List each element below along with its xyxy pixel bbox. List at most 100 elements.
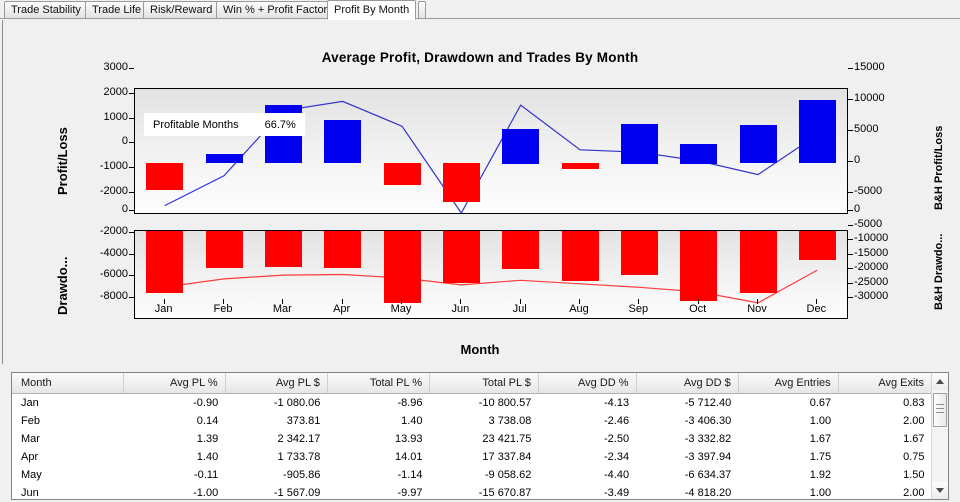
bar-aug	[562, 163, 599, 169]
column-header-avg-pl[interactable]: Avg PL $	[225, 373, 328, 394]
tab-label: Risk/Reward	[150, 4, 213, 16]
month-label: Jun	[451, 303, 470, 315]
table-vertical-scrollbar[interactable]	[931, 373, 948, 499]
table-row[interactable]: May -0.11 -905.86 -1.14 -9 058.62 -4.40 -6 634…	[12, 466, 932, 484]
bar-may	[384, 231, 421, 303]
cell: -3 397.94	[684, 450, 732, 463]
y2-tick-mark	[848, 210, 853, 211]
profit-loss-axis-title: Profit/Loss	[55, 127, 70, 195]
bar-jan	[146, 231, 183, 293]
bar-jul	[502, 231, 539, 269]
column-header-avg-entries[interactable]: Avg Entries	[738, 373, 839, 394]
table-row[interactable]: Jun -1.00 -1 567.09 -9.97 -15 670.87 -3.49 -4 …	[12, 484, 932, 502]
y2-tick-mark	[848, 130, 853, 131]
table-row[interactable]: Jan -0.90 -1 080.06 -8.96 -10 800.57 -4.13 -5 …	[12, 393, 932, 412]
cell: -2.34	[603, 450, 630, 463]
y-tick-label: 0	[121, 135, 128, 148]
bar-feb	[206, 231, 243, 268]
cell: -4.40	[603, 468, 630, 481]
column-header-total-pl[interactable]: Total PL %	[327, 373, 431, 394]
bar-jul	[502, 129, 539, 164]
bar-oct	[680, 231, 717, 301]
tab-trade-stability[interactable]: Trade Stability	[4, 1, 88, 19]
bar-sep	[621, 124, 658, 164]
bar-nov	[740, 125, 777, 163]
table-row[interactable]: Apr 1.40 1 733.78 14.01 17 337.84 -2.34 -3 397…	[12, 448, 932, 466]
cell: 3 738.08	[488, 414, 532, 427]
y2-tick-mark	[848, 283, 853, 284]
column-header-month[interactable]: Month	[12, 373, 124, 394]
cell: Apr	[21, 450, 39, 463]
cell: -1 567.09	[273, 486, 321, 499]
cell: -3 332.82	[684, 432, 732, 445]
month-label: May	[390, 303, 412, 315]
bh-profit-loss-axis-title: B&H Profit/Loss	[933, 125, 945, 210]
cell: -9 058.62	[484, 468, 532, 481]
bar-apr	[324, 120, 361, 163]
y-tick-label: 1000	[103, 110, 128, 123]
y-tick-mark	[129, 167, 134, 168]
table-row[interactable]: Feb 0.14 373.81 1.40 3 738.08 -2.46 -3 406.30 1…	[12, 412, 932, 430]
bar-apr	[324, 231, 361, 268]
cell: 1.00	[809, 486, 832, 499]
chevron-down-icon	[936, 488, 944, 493]
cell: 1.67	[809, 432, 832, 445]
column-header-total-pl[interactable]: Total PL $	[429, 373, 539, 394]
cell: 2.00	[903, 486, 925, 499]
month-label: Jan	[154, 303, 173, 315]
tab-risk-reward[interactable]: Risk/Reward	[143, 1, 220, 19]
column-header-avg-dd[interactable]: Avg DD %	[538, 373, 637, 394]
cell: 14.01	[394, 450, 423, 463]
month-label: Mar	[272, 303, 292, 315]
cell: 1.67	[903, 432, 925, 445]
column-header-avg-exits[interactable]: Avg Exits	[838, 373, 933, 394]
scroll-up-button[interactable]	[932, 373, 948, 390]
cell: 0.14	[196, 414, 219, 427]
tab-strip: Trade Stability Trade Life Risk/Reward W…	[0, 0, 960, 20]
panel-left-rail	[2, 20, 3, 364]
y-tick-mark	[129, 68, 134, 69]
y-tick-label: -2000	[99, 185, 128, 197]
cell: -2.46	[603, 414, 630, 427]
x-tick-mark	[342, 299, 343, 304]
y2-tick-label: 5000	[854, 123, 879, 135]
scrollbar-thumb[interactable]	[933, 393, 947, 427]
y-tick-label: 0	[121, 203, 128, 215]
cell: 2 342.17	[277, 432, 321, 445]
y2-tick-label: -30000	[854, 290, 889, 302]
table-row[interactable]: Mar 1.39 2 342.17 13.93 23 421.75 -2.50 -3 332…	[12, 430, 932, 448]
y2-tick-mark	[848, 225, 853, 226]
y2-tick-mark	[848, 192, 853, 193]
column-header-avg-pl[interactable]: Avg PL %	[123, 373, 226, 394]
cell: -0.11	[193, 468, 219, 481]
tab-trade-life[interactable]: Trade Life	[85, 1, 149, 19]
column-header-avg-dd[interactable]: Avg DD $	[636, 373, 739, 394]
bar-dec	[799, 231, 836, 260]
profit-loss-plot-area	[134, 88, 848, 214]
bh-drawdown-axis-title: B&H Drawdo...	[933, 233, 945, 310]
cell: Jun	[21, 486, 39, 499]
cell: Feb	[21, 414, 40, 427]
cell: -3.49	[603, 486, 630, 499]
y-tick-mark	[129, 118, 134, 119]
y2-tick-label: -20000	[854, 261, 889, 273]
y-tick-label: -1000	[99, 160, 128, 173]
tab-profit-by-month[interactable]: Profit By Month	[327, 0, 417, 20]
y-tick-mark	[129, 192, 134, 193]
cell: -9.97	[397, 486, 423, 499]
y2-tick-label: 15000	[854, 61, 885, 73]
month-label: Sep	[628, 303, 649, 315]
bar-mar	[265, 231, 302, 267]
y2-tick-mark	[848, 239, 853, 240]
x-tick-mark	[638, 299, 639, 304]
y2-tick-label: -15000	[854, 246, 889, 259]
tab-win-percent-profit-factor[interactable]: Win % + Profit Factor	[216, 1, 335, 19]
x-tick-mark	[579, 299, 580, 304]
y2-tick-label: -5000	[854, 185, 883, 197]
scroll-down-button[interactable]	[932, 482, 948, 499]
bar-jun	[443, 231, 480, 283]
x-tick-mark	[401, 299, 402, 304]
cell: Jan	[21, 396, 39, 409]
y-tick-label: 2000	[103, 85, 128, 98]
